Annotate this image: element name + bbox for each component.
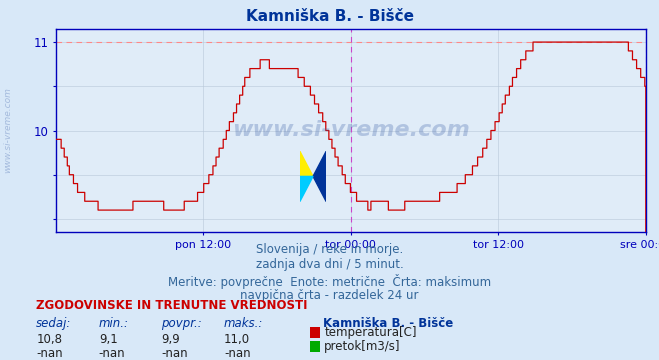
Text: 9,9: 9,9 [161, 333, 180, 346]
Text: www.si-vreme.com: www.si-vreme.com [3, 87, 13, 172]
Text: temperatura[C]: temperatura[C] [324, 326, 416, 339]
Text: 9,1: 9,1 [99, 333, 117, 346]
Text: min.:: min.: [99, 317, 129, 330]
Text: -nan: -nan [161, 347, 188, 360]
Polygon shape [300, 151, 313, 176]
Text: www.si-vreme.com: www.si-vreme.com [232, 121, 470, 140]
Text: Meritve: povprečne  Enote: metrične  Črta: maksimum: Meritve: povprečne Enote: metrične Črta:… [168, 274, 491, 289]
Text: Slovenija / reke in morje.: Slovenija / reke in morje. [256, 243, 403, 256]
Text: -nan: -nan [36, 347, 63, 360]
Text: sedaj:: sedaj: [36, 317, 72, 330]
Polygon shape [300, 176, 313, 202]
Text: ZGODOVINSKE IN TRENUTNE VREDNOSTI: ZGODOVINSKE IN TRENUTNE VREDNOSTI [36, 299, 308, 312]
Text: navpična črta - razdelek 24 ur: navpična črta - razdelek 24 ur [241, 289, 418, 302]
Text: 11,0: 11,0 [224, 333, 250, 346]
Text: -nan: -nan [224, 347, 250, 360]
Text: povpr.:: povpr.: [161, 317, 202, 330]
Text: Kamniška B. - Bišče: Kamniška B. - Bišče [323, 317, 453, 330]
Polygon shape [313, 151, 326, 202]
Text: pretok[m3/s]: pretok[m3/s] [324, 340, 401, 353]
Text: zadnja dva dni / 5 minut.: zadnja dva dni / 5 minut. [256, 258, 403, 271]
Text: Kamniška B. - Bišče: Kamniška B. - Bišče [246, 9, 413, 24]
Text: 10,8: 10,8 [36, 333, 62, 346]
Text: -nan: -nan [99, 347, 125, 360]
Text: maks.:: maks.: [224, 317, 264, 330]
